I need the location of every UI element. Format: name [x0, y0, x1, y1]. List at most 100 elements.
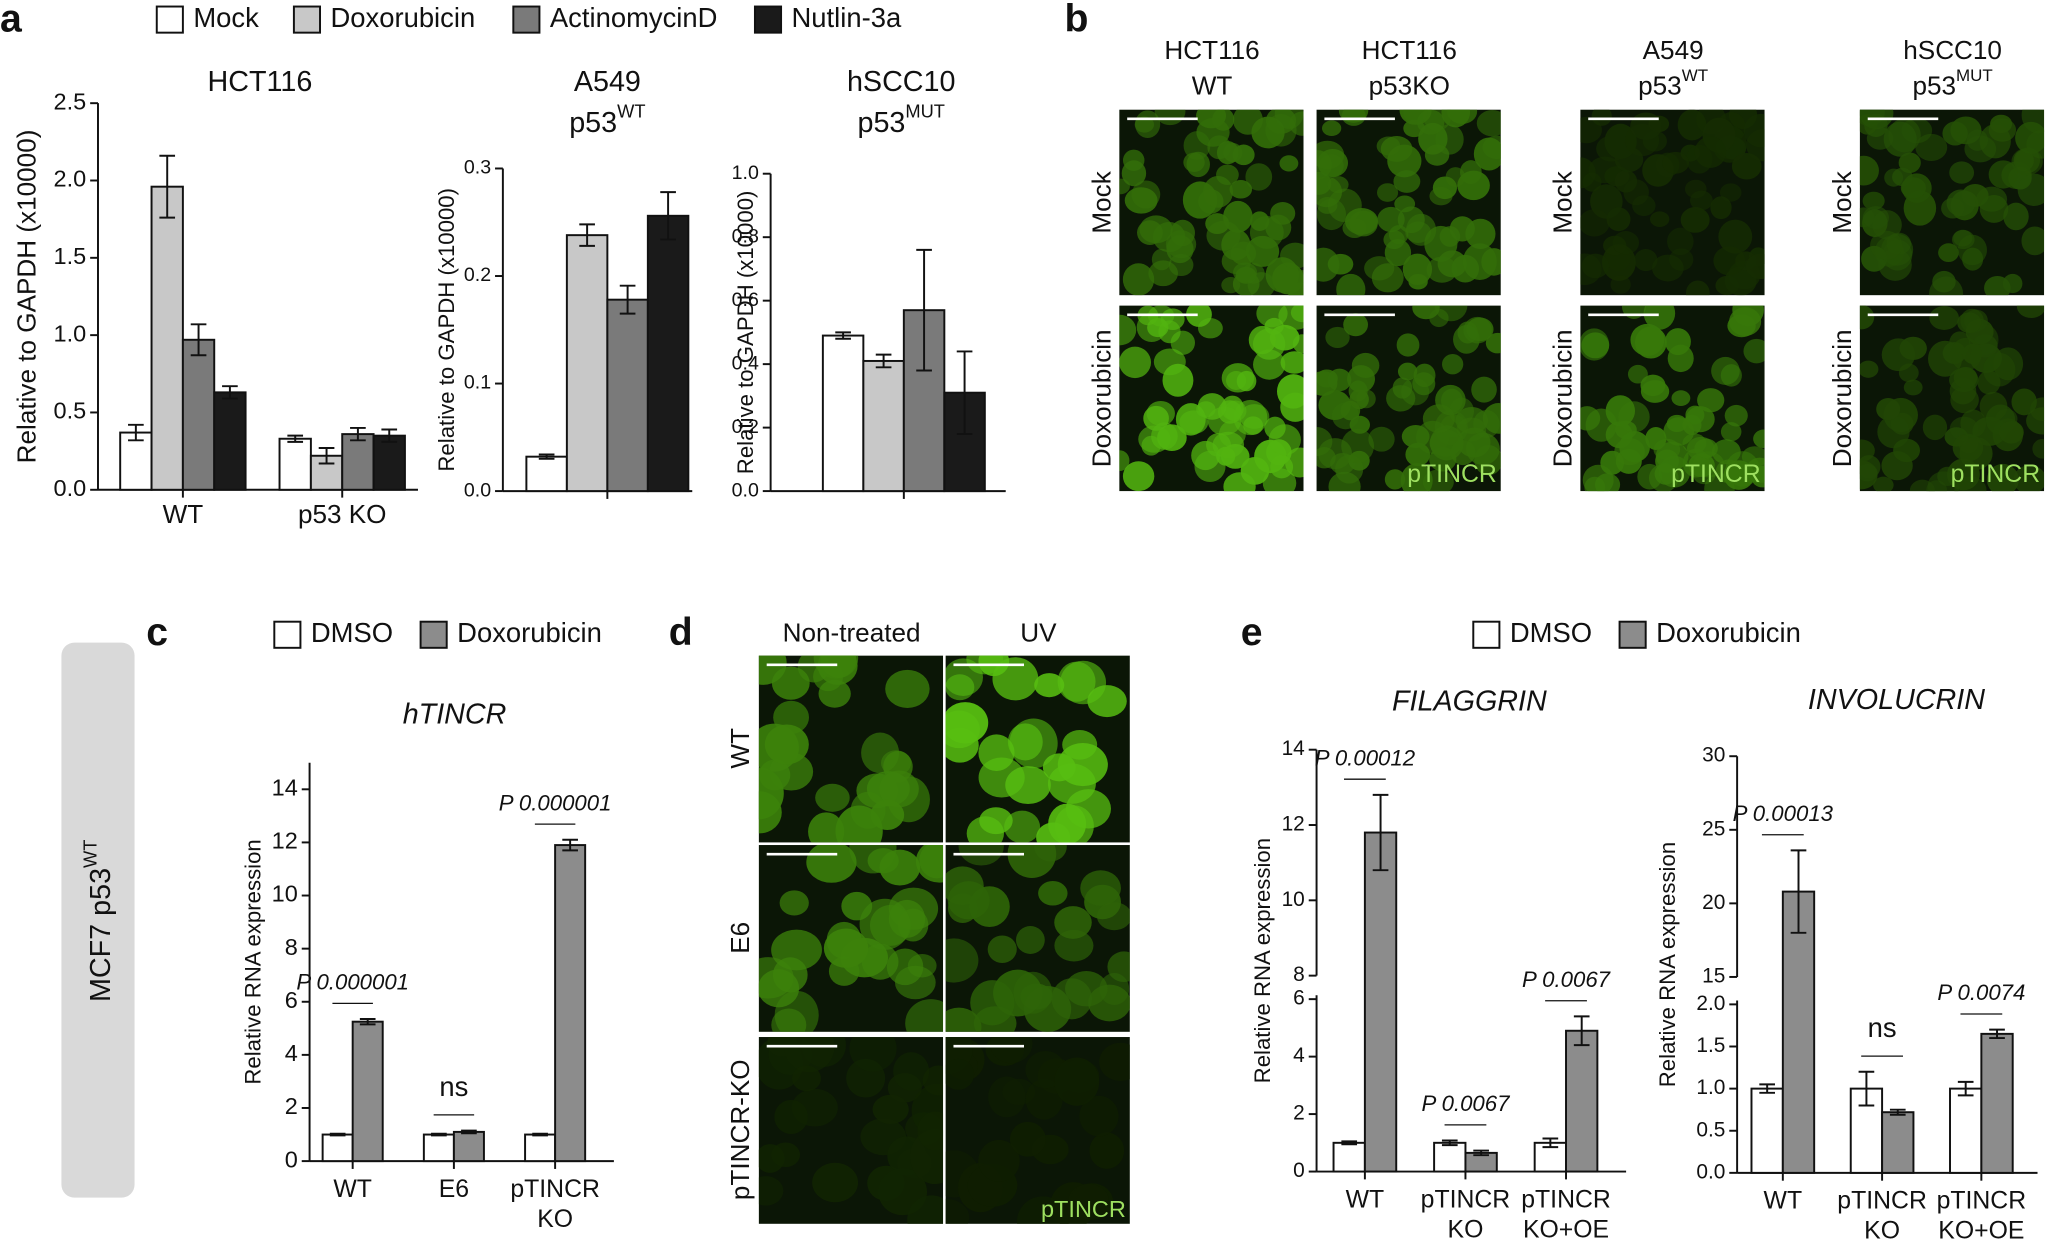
cell: [1862, 191, 1885, 211]
cell: [1392, 377, 1413, 399]
error-bar: [875, 353, 892, 369]
cell: [1957, 312, 1982, 334]
cell: [945, 674, 975, 701]
cell: [1720, 364, 1742, 387]
cell: [945, 1007, 982, 1032]
column-header: p53KO: [1369, 70, 1450, 100]
cell: [1612, 231, 1640, 255]
x-tick-label-line: KO: [1864, 1217, 1900, 1244]
y-tick-label: 4: [285, 1040, 298, 1066]
cell: [1634, 326, 1667, 359]
cell: [1331, 402, 1360, 430]
cell: [978, 1139, 1020, 1182]
cell: [1859, 439, 1875, 462]
error-bar: [381, 428, 398, 443]
bar: [372, 434, 406, 491]
bar: [1980, 1032, 2014, 1174]
cell: [1025, 1079, 1063, 1120]
y-tick-label: 0.4: [732, 352, 759, 374]
y-tick-label: 10: [272, 881, 298, 907]
y-axis-label: Relative to GAPDH (x10000): [733, 191, 758, 475]
cell: [1580, 406, 1601, 431]
error-bar: [579, 223, 595, 247]
y-tick-label: 1.0: [1696, 1076, 1725, 1099]
cell: [1580, 116, 1602, 144]
cell: [1351, 352, 1380, 378]
cell: [1618, 401, 1650, 433]
cell: [1397, 206, 1425, 234]
cell: [1121, 160, 1147, 187]
cell: [1753, 429, 1765, 449]
cell: [1898, 152, 1921, 173]
x-tick-label-line: WT: [1346, 1186, 1385, 1213]
cell: [979, 807, 1013, 835]
cell: [1630, 112, 1662, 141]
cell: [1233, 262, 1258, 283]
error-bar: [1341, 1140, 1358, 1146]
cell: [1445, 167, 1466, 188]
cell: [869, 904, 912, 946]
cell: [1580, 209, 1610, 237]
error-bar: [287, 434, 304, 443]
cell: [1654, 463, 1677, 485]
cell: [885, 669, 930, 708]
micrograph: [1580, 305, 1765, 492]
cell: [1481, 248, 1501, 276]
cell: [1720, 422, 1742, 442]
cell: [1476, 110, 1501, 137]
row-label: Mock: [1827, 170, 1857, 233]
cell: [1743, 338, 1765, 364]
y-tick-label: 15: [1702, 964, 1725, 987]
cell: [1649, 211, 1670, 227]
column-header-sup: WT: [1682, 67, 1708, 86]
annotation: P 0.0067: [1522, 967, 1612, 992]
cell: [1422, 404, 1455, 433]
cell: [1953, 229, 1973, 247]
cell: [1960, 409, 1987, 438]
error-bar: [159, 154, 176, 219]
micrograph: [1119, 305, 1304, 492]
bar: [278, 437, 312, 491]
cell: [1718, 219, 1753, 254]
error-bar: [1542, 1137, 1559, 1149]
cell: [1450, 439, 1476, 466]
y-tick-label: 25: [1702, 817, 1725, 840]
cell: [1089, 1132, 1125, 1169]
error-bar: [329, 1132, 346, 1137]
legend-swatch: [1472, 620, 1501, 649]
y-tick-label: 30: [1702, 744, 1725, 767]
cell: [1903, 379, 1923, 396]
chart-subtitle: p53WT: [569, 100, 645, 139]
cell: [945, 938, 979, 983]
side-label-sup: WT: [79, 840, 100, 868]
cell: [1962, 247, 1984, 271]
cell: [1388, 225, 1409, 245]
y-tick-label: 2: [1293, 1102, 1305, 1125]
cell: [1610, 275, 1631, 294]
cell: [1316, 247, 1340, 282]
legend-swatch: [419, 620, 448, 649]
x-tick-label-line: KO+OE: [1938, 1217, 2024, 1244]
cell: [1122, 461, 1155, 492]
cell: [1946, 189, 1976, 217]
cell: [1694, 136, 1727, 168]
chart-title: INVOLUCRIN: [1808, 684, 1985, 716]
legend-label: Doxorubicin: [1656, 617, 1801, 648]
legend-swatch: [1618, 620, 1647, 649]
chart-subtitle: p53MUT: [857, 100, 945, 139]
column-header: HCT116: [1362, 35, 1457, 65]
cell: [893, 1052, 930, 1091]
cell: [1988, 160, 2018, 189]
annotation: P 0.0067: [1421, 1091, 1511, 1116]
x-tick-label-line: WT: [333, 1175, 372, 1202]
micrograph: [1859, 305, 2045, 492]
cell: [2026, 130, 2045, 159]
cell: [1627, 364, 1648, 384]
y-tick-label: 0.0: [1696, 1160, 1725, 1183]
cell: [872, 1094, 909, 1125]
cell: [1606, 207, 1631, 232]
cell: [905, 999, 944, 1032]
cell: [1950, 386, 1979, 414]
cell: [1680, 207, 1710, 233]
